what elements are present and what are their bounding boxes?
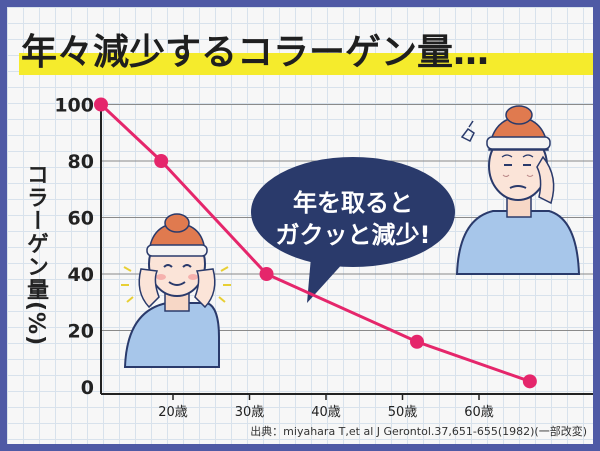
y-axis-label: コラーゲン量(%) [23,163,48,347]
data-point [259,267,274,281]
x-axis-ticks: 20歳 30歳 40歳 50歳 60歳 [158,394,494,420]
data-point [154,154,169,168]
chart: 20歳 30歳 40歳 50歳 60歳 0 20 40 60 80 100 [54,95,593,420]
y-tick-label: 0 [81,377,94,399]
y-axis-ticks: 0 20 40 60 80 100 [54,95,94,400]
data-point [94,97,108,112]
x-tick-label: 40歳 [311,405,341,420]
speech-bubble-line-1: 年を取ると [293,189,413,217]
y-tick-label: 20 [68,321,94,343]
data-point [410,334,424,349]
y-tick-label: 100 [54,95,94,117]
page-title: 年々減少するコラーゲン量… [21,32,490,73]
speech-bubble-text: 年を取ると ガクッと減少! [255,187,451,251]
y-tick-label: 80 [68,151,94,173]
title-area: 年々減少するコラーゲン量… [19,23,593,75]
x-tick-label: 50歳 [388,405,418,420]
x-tick-label: 20歳 [158,405,188,420]
title-highlight [19,53,593,75]
speech-bubble-line-2: ガクッと減少! [275,221,431,249]
x-tick-label: 30歳 [235,405,265,420]
speech-bubble [251,157,455,303]
source-citation: 出典：miyahara T,et al J Gerontol.37,651-65… [250,425,587,438]
young-woman-smiling-illustration [121,213,231,368]
data-point [522,374,537,389]
x-tick-label: 60歳 [464,405,494,420]
data-points [94,97,537,389]
older-woman-worried-illustration [455,105,581,275]
y-tick-label: 60 [68,208,94,230]
y-tick-label: 40 [68,264,94,286]
